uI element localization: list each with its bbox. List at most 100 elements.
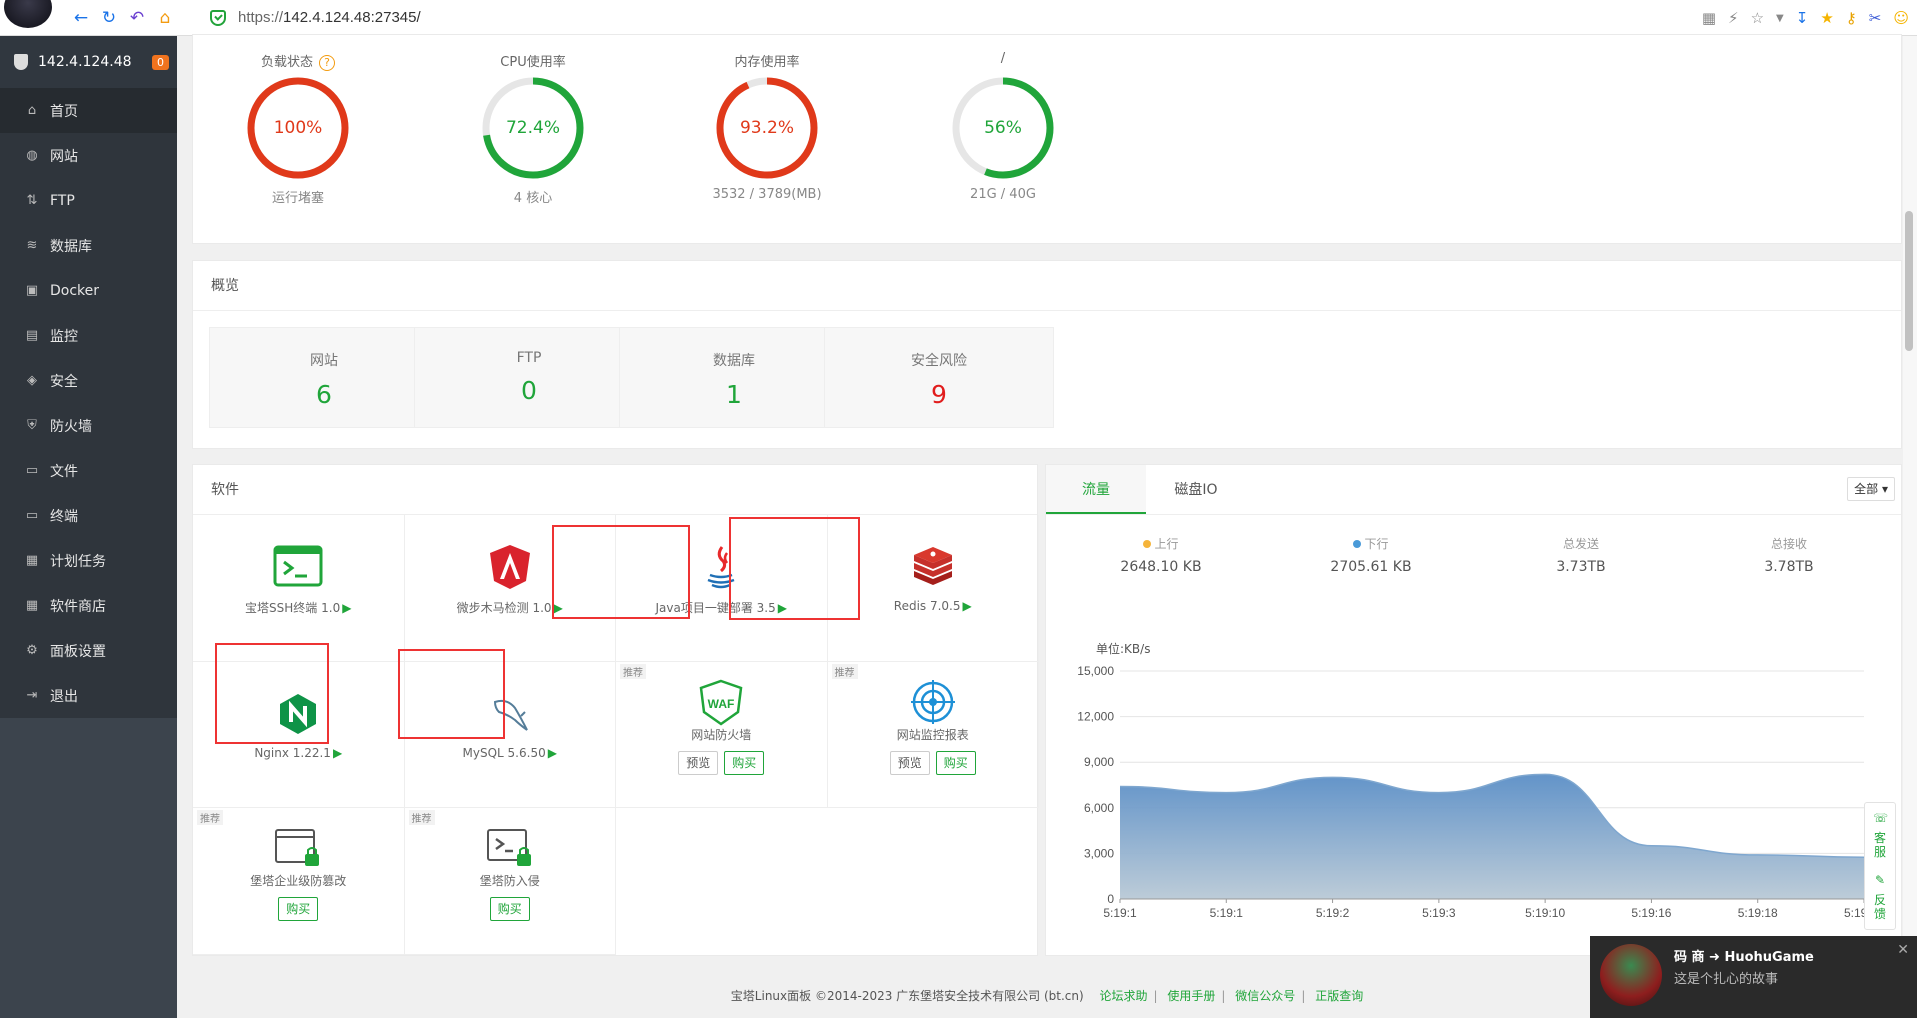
overview-value[interactable]: 1 <box>726 380 742 409</box>
undo-icon[interactable]: ↶ <box>129 7 145 28</box>
software-name[interactable]: 微步木马检测 1.0 ▶ <box>456 601 563 615</box>
sidebar-item-1[interactable]: ◍ 网站 <box>0 133 177 178</box>
flash-icon[interactable]: ⚡ <box>1728 9 1739 27</box>
buy-button[interactable]: 购买 <box>489 897 530 921</box>
interface-select[interactable]: 全部 ▾ <box>1847 477 1895 501</box>
stat-value: 3.78TB <box>1764 559 1814 575</box>
software-item-9[interactable]: 推荐 堡塔防入侵 购买 <box>404 808 616 955</box>
footer-link-manual[interactable]: 使用手册 <box>1167 989 1216 1003</box>
overview-card-2[interactable]: 数据库 1 <box>619 327 849 428</box>
profile-avatar[interactable] <box>4 0 52 28</box>
gauge-2[interactable]: 内存使用率 93.2% 3532 / 3789(MB) <box>687 51 847 202</box>
tab-traffic[interactable]: 流量 <box>1046 465 1146 514</box>
scissors-icon[interactable]: ✂ <box>1868 9 1882 27</box>
software-item-4[interactable]: Nginx 1.22.1 ▶ <box>193 661 405 808</box>
feedback-label[interactable]: 反馈 <box>1873 893 1886 921</box>
server-shield-icon <box>14 54 28 70</box>
play-icon[interactable]: ▶ <box>962 599 972 613</box>
overview-card-3[interactable]: 安全风险 9 <box>824 327 1054 428</box>
back-icon[interactable]: ← <box>73 7 89 28</box>
play-icon[interactable]: ▶ <box>547 745 557 760</box>
footer-link-wechat[interactable]: 微信公众号 <box>1235 989 1296 1003</box>
help-icon[interactable]: ? <box>319 55 335 71</box>
software-item-7[interactable]: 推荐 网站监控报表 预览 购买 <box>827 661 1039 808</box>
overview-value[interactable]: 0 <box>521 376 537 405</box>
scrollbar[interactable] <box>1903 36 1917 1018</box>
favorites-icon[interactable]: ★ <box>1820 9 1834 27</box>
sidebar-item-10[interactable]: ▦ 计划任务 <box>0 538 177 583</box>
emoji-icon[interactable]: ☺ <box>1893 9 1909 27</box>
gauge-title: 内存使用率 <box>734 55 800 70</box>
software-name[interactable]: 宝塔SSH终端 1.0 ▶ <box>245 601 352 615</box>
preview-button[interactable]: 预览 <box>678 750 719 775</box>
software-item-6[interactable]: 推荐 WAF 网站防火墙 预览 购买 <box>616 661 828 808</box>
play-icon[interactable]: ▶ <box>553 601 563 615</box>
software-name[interactable]: Java项目一键部署 3.5 ▶ <box>655 601 787 615</box>
sidebar-item-9[interactable]: ▭ 终端 <box>0 493 177 538</box>
software-name[interactable]: Redis 7.0.5 ▶ <box>893 599 972 613</box>
footer-link-license[interactable]: 正版查询 <box>1315 989 1364 1003</box>
download-icon[interactable]: ↧ <box>1795 9 1809 27</box>
software-name[interactable]: 网站防火墙 <box>691 727 752 742</box>
software-name[interactable]: 堡塔防入侵 <box>479 874 540 888</box>
scrollbar-thumb[interactable] <box>1905 211 1913 351</box>
footer-link-forum[interactable]: 论坛求助 <box>1099 989 1148 1003</box>
preview-button[interactable]: 预览 <box>889 750 930 775</box>
overview-card-0[interactable]: 网站 6 <box>209 327 439 428</box>
server-header[interactable]: 142.4.124.48 0 <box>0 36 177 88</box>
buy-button[interactable]: 购买 <box>724 750 765 775</box>
software-item-0[interactable]: 宝塔SSH终端 1.0 ▶ <box>193 515 405 662</box>
sidebar-item-12[interactable]: ⚙ 面板设置 <box>0 628 177 673</box>
software-item-2[interactable]: Java项目一键部署 3.5 ▶ <box>616 515 828 662</box>
sidebar-item-7[interactable]: ⛨ 防火墙 <box>0 403 177 448</box>
chevron-down-icon[interactable]: ▼ <box>1776 12 1784 24</box>
sidebar-item-13[interactable]: ⇥ 退出 <box>0 673 177 718</box>
software-name[interactable]: MySQL 5.6.50 ▶ <box>462 745 557 760</box>
sidebar-item-5[interactable]: ▤ 监控 <box>0 313 177 358</box>
key-icon[interactable]: ⚷ <box>1845 9 1857 27</box>
service-label[interactable]: 客服 <box>1873 831 1886 859</box>
software-item-1[interactable]: 微步木马检测 1.0 ▶ <box>404 515 616 662</box>
sidebar-item-2[interactable]: ⇅ FTP <box>0 178 177 223</box>
sidebar-item-8[interactable]: ▭ 文件 <box>0 448 177 493</box>
software-item-3[interactable]: Redis 7.0.5 ▶ <box>827 515 1039 662</box>
sidebar-item-11[interactable]: ▦ 软件商店 <box>0 583 177 628</box>
overview-value[interactable]: 6 <box>316 380 332 409</box>
software-item-5[interactable]: MySQL 5.6.50 ▶ <box>404 661 616 808</box>
star-outline-icon[interactable]: ☆ <box>1750 9 1765 27</box>
software-name[interactable]: 网站监控报表 <box>896 727 969 742</box>
service-icon[interactable]: ☏ <box>1873 811 1889 825</box>
close-icon[interactable]: ✕ <box>1897 942 1909 958</box>
gauge-3[interactable]: / 56% 21G / 40G <box>923 51 1083 202</box>
recommend-tag: 推荐 <box>620 663 646 679</box>
play-icon[interactable]: ▶ <box>777 601 787 615</box>
qr-icon[interactable]: ▦ <box>1701 9 1717 27</box>
play-icon[interactable]: ▶ <box>342 601 352 615</box>
buy-button[interactable]: 购买 <box>935 750 976 775</box>
sidebar-item-label: 防火墙 <box>50 418 92 435</box>
buy-button[interactable]: 购买 <box>278 897 319 921</box>
sidebar-item-3[interactable]: ≋ 数据库 <box>0 223 177 268</box>
music-popup[interactable]: 码 商 ➜ HuohuGame 这是个扎心的故事 ✕ <box>1590 936 1917 1018</box>
sidebar-item-4[interactable]: ▣ Docker <box>0 268 177 313</box>
overview-card-1[interactable]: FTP 0 <box>414 327 644 428</box>
play-icon[interactable]: ▶ <box>332 745 343 760</box>
sidebar-item-0[interactable]: ⌂ 首页 <box>0 88 177 133</box>
software-name[interactable]: Nginx 1.22.1 ▶ <box>254 745 343 760</box>
gauge-arc <box>482 77 584 179</box>
feedback-icon[interactable]: ✎ <box>1874 873 1886 887</box>
home-icon[interactable]: ⌂ <box>159 7 171 28</box>
message-badge[interactable]: 0 <box>152 54 169 70</box>
gauge-subtitle: 4 核心 <box>513 191 553 206</box>
address-bar[interactable]: https://142.4.124.48:27345/ <box>238 9 421 26</box>
sidebar-item-6[interactable]: ◈ 安全 <box>0 358 177 403</box>
gauge-subtitle: 运行堵塞 <box>271 191 324 206</box>
gauge-1[interactable]: CPU使用率 72.4% 4 核心 <box>453 51 613 206</box>
software-item-8[interactable]: 推荐 堡塔企业级防篡改 购买 <box>193 808 405 955</box>
software-name[interactable]: 堡塔企业级防篡改 <box>250 874 347 888</box>
tab-disk-io[interactable]: 磁盘IO <box>1174 482 1218 498</box>
refresh-icon[interactable]: ↻ <box>101 7 117 28</box>
apps-icon: ▦ <box>25 598 39 613</box>
gauge-0[interactable]: 负载状态? 100% 运行堵塞 <box>218 51 378 206</box>
overview-value[interactable]: 9 <box>931 380 947 409</box>
